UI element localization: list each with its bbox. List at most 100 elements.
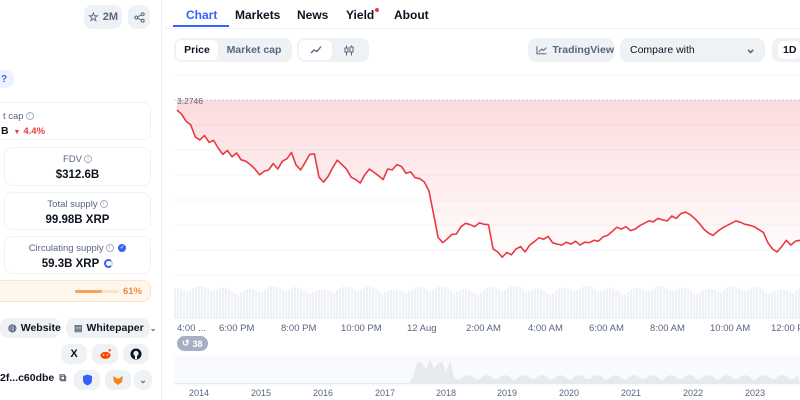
tab-chart[interactable]: Chart xyxy=(186,8,218,22)
candlestick-toggle[interactable] xyxy=(332,40,365,60)
volume-bar xyxy=(795,290,798,318)
website-link[interactable]: ◍ Website xyxy=(0,318,61,338)
tab-news[interactable]: News xyxy=(297,8,329,22)
volume-bar xyxy=(498,289,501,318)
history-icon: ↺ xyxy=(182,338,190,348)
volume-bar xyxy=(219,287,222,318)
copy-icon[interactable]: ⧉ xyxy=(59,373,67,384)
volume-bar xyxy=(675,289,678,318)
volume-bar xyxy=(762,290,765,318)
volume-bar xyxy=(522,290,525,318)
volume-bar xyxy=(333,292,336,318)
price-line xyxy=(176,109,800,258)
volume-bar xyxy=(558,288,561,318)
volume-bar xyxy=(729,286,732,318)
compare-with-select[interactable]: Compare with ⌄ xyxy=(620,38,765,62)
volume-bar xyxy=(576,290,579,318)
reddit-button[interactable] xyxy=(92,344,118,364)
volume-bar xyxy=(363,287,366,318)
volume-bar xyxy=(711,289,714,318)
volume-bar xyxy=(669,291,672,318)
volume-bar xyxy=(408,291,411,318)
tab-yield-label: Yield xyxy=(346,8,375,22)
volume-bar xyxy=(699,292,702,318)
timeframe-label: 1D xyxy=(778,41,800,59)
volume-bar xyxy=(348,286,351,318)
volume-bar xyxy=(615,289,618,318)
share-button[interactable] xyxy=(128,5,150,29)
events-count: 38 xyxy=(192,338,203,349)
time-tick-label: 12 Aug xyxy=(407,323,437,334)
market-cap-toggle[interactable]: Market cap xyxy=(226,44,282,56)
volume-bar xyxy=(591,287,594,318)
volume-bar xyxy=(315,291,318,318)
shield-button[interactable] xyxy=(74,370,100,390)
x-social-button[interactable]: X xyxy=(61,344,87,364)
volume-bar xyxy=(486,288,489,318)
volume-bar xyxy=(303,290,306,318)
volume-bar xyxy=(597,291,600,318)
volume-bar xyxy=(714,290,717,318)
tab-about[interactable]: About xyxy=(394,8,429,22)
volume-bar xyxy=(525,292,528,318)
more-contracts-button[interactable]: ⌄ xyxy=(134,370,152,390)
volume-bar xyxy=(423,288,426,318)
volume-bar xyxy=(720,292,723,318)
metamask-button[interactable] xyxy=(105,370,131,390)
volume-bar xyxy=(339,288,342,318)
volume-bar xyxy=(180,288,183,318)
tab-markets[interactable]: Markets xyxy=(235,8,281,22)
info-question-badge[interactable]: ? xyxy=(0,70,14,88)
line-chart-toggle[interactable] xyxy=(299,40,332,60)
volume-bar xyxy=(192,288,195,318)
info-icon[interactable]: i xyxy=(99,200,108,209)
year-tick-label: 2018 xyxy=(436,388,457,398)
volume-bar xyxy=(765,292,768,318)
volume-bar xyxy=(267,287,270,318)
volume-bar xyxy=(213,291,216,318)
tradingview-button[interactable]: TradingView xyxy=(528,38,614,62)
volume-bar xyxy=(405,293,408,318)
volume-bar xyxy=(783,289,786,318)
volume-bar xyxy=(543,290,546,318)
overview-background xyxy=(174,356,800,386)
volume-bar xyxy=(717,291,720,318)
volume-bar xyxy=(471,291,474,318)
timeframe-button[interactable]: 1D xyxy=(772,38,800,62)
volume-bar xyxy=(234,293,237,318)
overview-range-chart[interactable] xyxy=(174,356,800,386)
info-icon[interactable]: i xyxy=(84,155,92,164)
price-toggle[interactable]: Price xyxy=(176,40,218,60)
volume-bar xyxy=(531,289,534,318)
volume-bar xyxy=(324,289,327,318)
metamask-icon xyxy=(113,375,123,385)
volume-bar xyxy=(432,289,435,318)
watchlist-button[interactable]: ☆ 2M xyxy=(84,5,122,29)
volume-bar xyxy=(438,286,441,318)
tabs-divider xyxy=(163,28,800,29)
volume-bar xyxy=(495,288,498,318)
volume-bar xyxy=(198,286,201,318)
volume-bar xyxy=(300,288,303,318)
whitepaper-link[interactable]: ▤ Whitepaper ⌄ xyxy=(66,318,156,338)
volume-bar xyxy=(435,287,438,318)
info-icon[interactable]: i xyxy=(105,244,114,253)
github-button[interactable] xyxy=(123,344,149,364)
volume-bar xyxy=(492,287,495,318)
tab-yield[interactable]: Yield xyxy=(346,8,380,22)
volume-bar xyxy=(672,291,675,318)
info-icon[interactable]: i xyxy=(25,112,34,121)
line-chart-icon xyxy=(310,46,322,54)
volume-bar xyxy=(390,289,393,318)
volume-bar xyxy=(642,289,645,318)
volume-bar xyxy=(648,291,651,318)
volume-bar xyxy=(603,289,606,318)
watchlist-count: 2M xyxy=(102,11,119,23)
volume-bar xyxy=(312,292,315,318)
time-tick-label: 4:00 ... xyxy=(177,323,207,334)
volume-bar xyxy=(276,286,279,318)
new-dot xyxy=(375,8,380,12)
events-badge[interactable]: ↺ 38 xyxy=(177,336,208,351)
volume-bar xyxy=(480,292,483,318)
volume-bar xyxy=(600,291,603,318)
